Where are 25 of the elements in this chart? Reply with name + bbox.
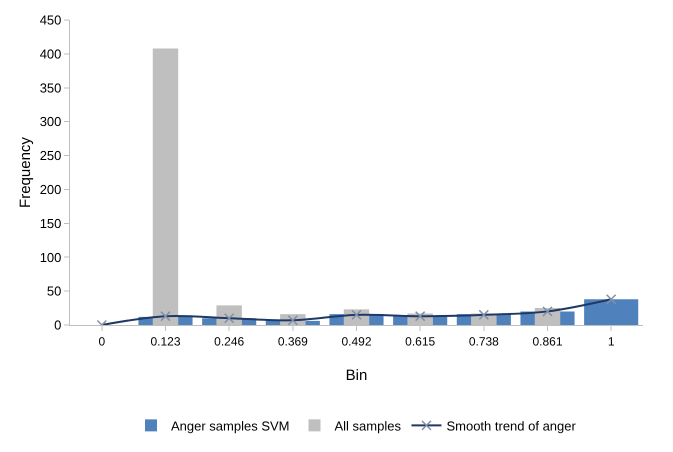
legend-label: Smooth trend of anger [446, 418, 576, 434]
y-tick-label: 450 [40, 12, 62, 28]
x-tick-label: 0.246 [214, 334, 245, 348]
x-axis-title: Bin [346, 367, 368, 384]
legend-label: Anger samples SVM [171, 418, 290, 434]
x-tick-label: 0.615 [405, 334, 436, 348]
y-tick-label: 200 [40, 182, 62, 197]
y-axis-title: Frequency [17, 136, 34, 208]
x-tick-label: 0.492 [341, 334, 372, 348]
x-tick-label: 0.369 [278, 334, 308, 348]
y-tick-label: 100 [40, 250, 62, 265]
y-tick-label: 400 [40, 46, 62, 62]
y-tick-label: 150 [40, 216, 62, 231]
y-tick-label: 250 [40, 148, 62, 164]
y-tick-label: 300 [40, 114, 62, 130]
y-tick-label: 50 [46, 284, 62, 299]
x-tick-label: 0.123 [150, 334, 181, 348]
bar [584, 299, 638, 325]
legend-label: All samples [334, 418, 402, 434]
x-tick-label: 0.738 [468, 334, 500, 348]
x-tick-label: 1 [608, 334, 615, 348]
x-tick-label: 0 [98, 334, 106, 348]
y-tick-label: 0 [54, 318, 62, 333]
x-tick-label: 0.861 [532, 334, 563, 348]
y-tick-label: 350 [40, 80, 62, 96]
